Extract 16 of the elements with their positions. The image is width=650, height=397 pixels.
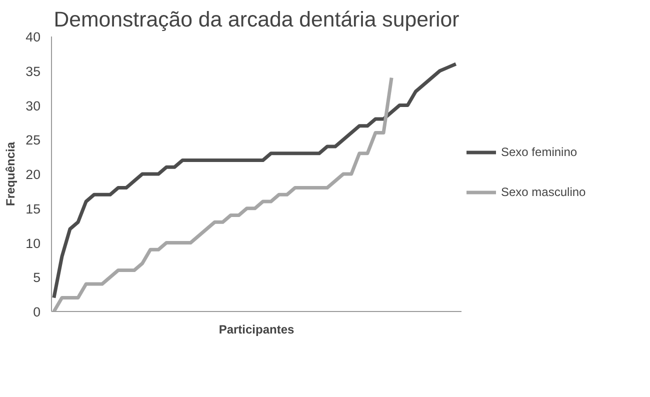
y-axis-title: Frequência: [4, 142, 18, 206]
y-tick-label: 15: [26, 201, 41, 216]
line-series: [52, 62, 458, 300]
legend-label: Sexo masculino: [501, 184, 586, 198]
y-tick-label: 10: [26, 236, 41, 251]
chart-title: Demonstração da arcada dentária superior: [54, 8, 460, 32]
y-tick-label: 25: [26, 132, 41, 148]
y-tick-label: 0: [33, 304, 41, 320]
y-tick-label: 20: [26, 167, 41, 182]
x-axis-title: Participantes: [218, 322, 295, 336]
legend-label: Sexo feminino: [501, 144, 578, 158]
y-tick-label: 40: [26, 30, 41, 44]
line-series: [52, 76, 394, 312]
y-tick-label: 30: [26, 98, 41, 114]
y-tick-label: 35: [26, 64, 41, 79]
y-tick-label: 5: [33, 270, 41, 286]
